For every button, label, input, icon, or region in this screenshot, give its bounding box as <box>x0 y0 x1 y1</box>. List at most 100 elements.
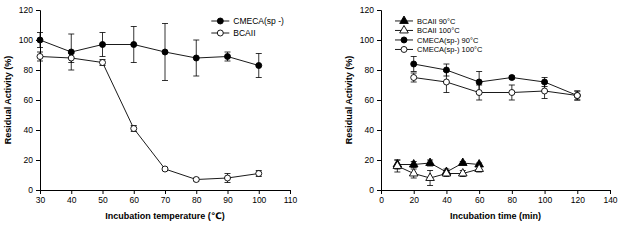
data-point <box>574 93 580 99</box>
legend-entry: BCAII 90°C <box>395 16 456 26</box>
series <box>37 24 262 81</box>
data-point <box>411 61 417 67</box>
y-tick-label: 120 <box>19 5 33 15</box>
error-bar <box>542 84 548 99</box>
data-point <box>162 166 168 172</box>
x-tick-label: 80 <box>192 195 202 205</box>
x-tick: 80 <box>508 190 518 205</box>
error-bar <box>411 57 417 72</box>
x-tick: 100 <box>538 190 552 205</box>
data-point <box>574 93 580 99</box>
y-tick-mark <box>377 160 381 161</box>
error-bar <box>256 54 262 78</box>
y-axis-line <box>377 11 382 191</box>
error-bar <box>162 24 168 81</box>
y-tick-label: 120 <box>360 5 374 15</box>
x-tick-mark <box>577 190 578 194</box>
x-tick-mark <box>512 190 513 194</box>
plot-area <box>393 57 580 186</box>
y-tick: 40 <box>24 125 40 135</box>
error-bar <box>509 85 515 100</box>
data-point <box>393 161 402 168</box>
error-bar <box>100 33 106 57</box>
x-tick-label: 40 <box>67 195 77 205</box>
data-point <box>193 177 199 183</box>
data-point <box>162 49 168 55</box>
y-tick-label: 0 <box>28 185 33 195</box>
y-tick: 80 <box>24 65 40 75</box>
legend-marker <box>217 18 223 24</box>
x-tick: 0 <box>379 190 384 205</box>
x-tick-label: 60 <box>475 195 485 205</box>
data-point <box>509 90 515 96</box>
y-tick: 80 <box>365 65 381 75</box>
data-point <box>409 169 418 176</box>
y-axis-title: Residual Activity (%) <box>344 56 354 145</box>
x-tick: 110 <box>284 190 298 205</box>
legend-marker <box>401 37 407 43</box>
data-point <box>426 158 435 165</box>
x-tick-label: 50 <box>98 195 108 205</box>
legend-entry: BCAII <box>211 28 255 38</box>
x-axis-line <box>382 191 611 195</box>
x-tick-mark <box>446 190 447 194</box>
x-tick-mark <box>610 190 611 194</box>
error-bar <box>225 52 231 61</box>
data-point <box>131 126 137 132</box>
y-tick-mark <box>36 190 40 191</box>
x-tick: 20 <box>409 190 419 205</box>
y-tick-label: 40 <box>24 125 34 135</box>
y-tick: 0 <box>369 185 381 195</box>
x-tick-mark <box>103 190 104 194</box>
error-bar <box>131 27 137 63</box>
y-tick-mark <box>377 10 381 11</box>
legend-entry: CMECA(sp-) 100°C <box>395 45 483 54</box>
legend-marker <box>217 30 223 36</box>
y-tick-label: 20 <box>24 155 34 165</box>
x-tick: 120 <box>571 190 585 205</box>
data-point <box>411 75 417 81</box>
x-tick-label: 70 <box>161 195 171 205</box>
series-line <box>414 64 578 96</box>
y-tick-mark <box>377 130 381 131</box>
legend: BCAII 90°CBCAII 100°CCMECA(sp-) 90°CCMEC… <box>395 16 483 54</box>
error-bar <box>476 85 482 100</box>
error-bar <box>411 73 417 82</box>
x-tick: 30 <box>36 190 46 205</box>
data-point <box>458 158 467 165</box>
x-tick-label: 100 <box>538 195 552 205</box>
x-axis: 020406080100120140 <box>379 190 618 205</box>
data-point <box>225 175 231 181</box>
x-tick-label: 40 <box>442 195 452 205</box>
data-point <box>37 37 43 43</box>
legend-marker <box>401 46 407 52</box>
legend-marker <box>400 16 409 23</box>
y-tick: 60 <box>365 95 381 105</box>
plot-area <box>37 24 262 183</box>
x-tick-mark <box>196 190 197 194</box>
x-tick-label: 30 <box>36 195 46 205</box>
data-point <box>542 88 548 94</box>
y-tick-label: 0 <box>369 185 374 195</box>
x-tick: 90 <box>223 190 233 205</box>
x-tick: 40 <box>442 190 452 205</box>
series <box>411 72 581 101</box>
x-tick: 50 <box>98 190 108 205</box>
data-point <box>100 60 106 66</box>
legend-entry: BCAII 100°C <box>395 26 460 36</box>
x-tick-label: 100 <box>252 195 266 205</box>
x-tick-mark <box>71 190 72 194</box>
data-point <box>256 171 262 177</box>
series-line <box>40 57 259 180</box>
data-point <box>409 160 418 167</box>
x-tick-label: 80 <box>508 195 518 205</box>
y-tick: 0 <box>28 185 40 195</box>
x-tick-mark <box>414 190 415 194</box>
data-point <box>443 79 449 85</box>
x-tick-label: 90 <box>223 195 233 205</box>
data-point <box>476 79 482 85</box>
data-point <box>131 42 137 48</box>
error-bar <box>574 91 580 100</box>
legend-entry: CMECA(sp -) <box>211 16 284 26</box>
legend-marker <box>400 26 409 33</box>
